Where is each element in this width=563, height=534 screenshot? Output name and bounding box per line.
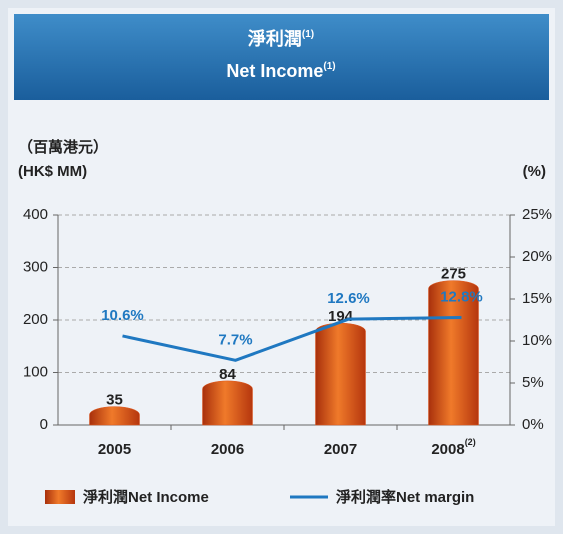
y-tick-label: 300 — [23, 258, 48, 275]
x-tick-text: 2008 — [431, 441, 464, 458]
line-value-label: 12.8% — [440, 288, 483, 305]
y2-label: (%) — [523, 163, 546, 180]
y-label-en: (HK$ MM) — [18, 163, 87, 180]
x-tick-label: 2005 — [98, 441, 131, 458]
legend-swatch — [45, 490, 75, 504]
y2-tick-label: 20% — [522, 248, 552, 265]
line-value-label: 7.7% — [218, 331, 252, 348]
x-tick-label: 2006 — [211, 441, 244, 458]
title-footnote: (1) — [323, 61, 335, 72]
y-tick-label: 0 — [40, 416, 48, 433]
y-tick-label: 100 — [23, 363, 48, 380]
x-tick-label: 2007 — [324, 441, 357, 458]
header — [14, 14, 549, 100]
y2-tick-label: 15% — [522, 290, 552, 307]
title-en-text: Net Income — [226, 61, 323, 81]
x-tick-text: 2005 — [98, 441, 131, 458]
bar-value-label: 84 — [219, 366, 236, 383]
x-tick-text: 2007 — [324, 441, 357, 458]
x-tick-text: 2006 — [211, 441, 244, 458]
legend-label: 淨利潤Net Income — [83, 488, 209, 506]
y-label-zh: （百萬港元） — [18, 138, 108, 156]
bar — [315, 322, 366, 426]
line-value-label: 12.6% — [327, 290, 370, 307]
bar-value-label: 275 — [441, 266, 466, 283]
line-value-label: 10.6% — [101, 307, 144, 324]
x-tick-label: 2008(2) — [431, 437, 475, 458]
x-tick-footnote: (2) — [465, 437, 476, 447]
y-tick-label: 200 — [23, 311, 48, 328]
y2-tick-label: 10% — [522, 332, 552, 349]
title-zh: 淨利潤(1) — [248, 28, 314, 49]
line — [122, 315, 462, 362]
title-footnote: (1) — [302, 29, 314, 40]
y2-tick-label: 25% — [522, 206, 552, 223]
bar — [89, 406, 140, 426]
title-zh-text: 淨利潤 — [248, 28, 302, 49]
legend-label: 淨利潤率Net margin — [336, 488, 474, 506]
bar — [202, 380, 253, 426]
title-en: Net Income(1) — [226, 61, 335, 81]
y-tick-label: 400 — [23, 206, 48, 223]
y2-tick-label: 5% — [522, 374, 544, 391]
y2-tick-label: 0% — [522, 416, 544, 433]
bar-value-label: 35 — [106, 392, 123, 409]
